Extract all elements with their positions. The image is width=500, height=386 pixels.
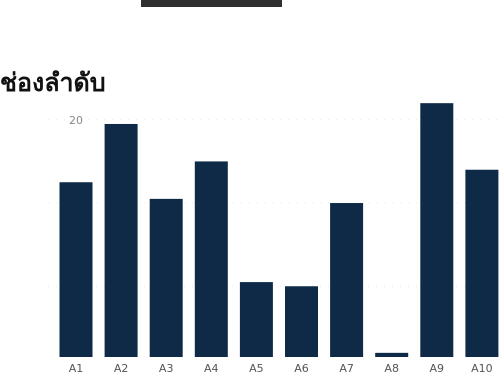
x-tick-label: A8 [384, 362, 399, 375]
x-tick-label: A6 [294, 362, 309, 375]
bar-a10 [465, 169, 499, 357]
x-tick-label: A10 [471, 362, 493, 375]
x-tick-label: A4 [204, 362, 219, 375]
bars [59, 103, 499, 358]
bar-a8 [375, 352, 409, 357]
top-dark-block [141, 0, 282, 7]
bar-a9 [420, 103, 454, 358]
x-tick-label: A7 [339, 362, 354, 375]
chart-title: ช่องลำดับ [0, 68, 106, 97]
bar-a1 [59, 182, 93, 357]
x-tick-label: A2 [114, 362, 129, 375]
x-axis-labels: A1 A2 A3 A4 A5 A6 A7 A8 A9 A10 [69, 362, 493, 375]
bar-a6 [285, 286, 318, 357]
bar-a2 [104, 123, 138, 357]
x-tick-label: A1 [69, 362, 84, 375]
y-tick-label: 20 [69, 114, 83, 127]
bar-a7 [330, 203, 364, 357]
x-tick-label: A9 [430, 362, 445, 375]
bar-a4 [194, 161, 228, 357]
x-tick-label: A3 [159, 362, 174, 375]
x-tick-label: A5 [249, 362, 264, 375]
bar-a3 [149, 198, 183, 357]
bar-a5 [239, 282, 273, 357]
